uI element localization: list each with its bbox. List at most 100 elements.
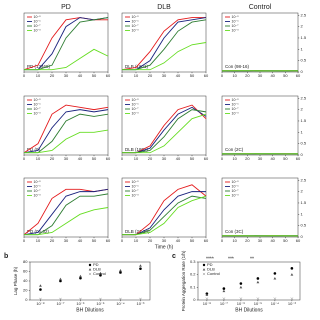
y-tick-label: 0.3: [190, 259, 196, 264]
point: [222, 297, 226, 301]
x-axis-title: Time (h): [155, 244, 174, 250]
x-tick-label: 10⁻⁵: [254, 301, 263, 306]
y-tick-label: 0.5: [301, 141, 307, 146]
x-tick-label: 10⁻⁷: [220, 301, 229, 306]
y-tick-label: 1: [301, 211, 304, 216]
y-tick-label: 2.5: [301, 12, 307, 17]
significance: ****: [206, 256, 214, 262]
legend-label: 10⁻⁵: [132, 180, 140, 184]
legend-label: 10⁻⁷: [232, 189, 240, 193]
x-tick-label: 10: [134, 73, 139, 78]
x-tick-label: 10⁻⁶: [76, 301, 85, 306]
legend-label: 10⁻⁸: [132, 111, 140, 115]
point: [139, 264, 142, 267]
x-tick-label: 50: [92, 238, 97, 243]
legend-label: 10⁻⁶: [232, 19, 240, 23]
point: [290, 267, 294, 270]
significance: **: [250, 256, 254, 262]
point: [59, 279, 62, 283]
legend-swatch: [202, 272, 206, 276]
legend-label: 10⁻⁷: [34, 24, 42, 28]
series-line: [24, 129, 109, 154]
legend-label: 10⁻⁶: [232, 102, 240, 106]
legend-label: DLB: [93, 267, 101, 272]
legend-label: 10⁻⁶: [132, 19, 140, 23]
x-tick-label: 50: [283, 73, 288, 78]
x-tick-label: 30: [258, 238, 263, 243]
x-tick-label: 20: [245, 156, 250, 161]
point: [205, 293, 209, 296]
point: [290, 297, 294, 301]
x-tick-label: 50: [283, 238, 288, 243]
y-tick-label: 80: [23, 259, 28, 264]
x-tick-label: 30: [258, 73, 263, 78]
x-tick-label: 40: [78, 156, 83, 161]
x-tick-label: 10: [134, 238, 139, 243]
panel-annotation: PD (9): [27, 147, 41, 152]
x-tick-label: 10⁻⁸: [203, 301, 212, 306]
y-tick-label: 1: [301, 46, 304, 51]
legend-label: 10⁻⁷: [34, 189, 42, 193]
y-tick-label: 2.5: [301, 177, 307, 182]
column-title: DLB: [157, 4, 171, 11]
panel-annotation: DLB (1802): [125, 147, 149, 152]
legend-swatch: [88, 272, 92, 276]
legend-label: 10⁻⁸: [132, 193, 140, 197]
legend-label: 10⁻⁵: [34, 98, 42, 102]
series-line: [24, 207, 109, 236]
legend-label: 10⁻⁷: [132, 189, 140, 193]
x-tick-label: 10⁻⁸: [36, 301, 45, 306]
legend-label: 10⁻⁵: [34, 180, 42, 184]
point: [222, 289, 226, 293]
x-tick-label: 50: [92, 73, 97, 78]
y-tick-label: 60: [23, 269, 28, 274]
x-tick-label: 20: [50, 156, 55, 161]
series-line: [121, 17, 206, 71]
x-tick-label: 60: [204, 73, 209, 78]
legend-label: 10⁻⁶: [34, 19, 42, 23]
x-tick-label: 10⁻⁵: [96, 301, 105, 306]
x-tick-label: 50: [283, 156, 288, 161]
series-line: [23, 104, 109, 154]
legend-label: 10⁻⁷: [132, 107, 140, 111]
y-tick-label: 0: [301, 69, 304, 74]
point: [99, 271, 102, 275]
legend-label: 10⁻⁵: [232, 180, 240, 184]
x-tick-label: 10⁻⁷: [56, 301, 65, 306]
x-tick-label: 0: [221, 156, 224, 161]
panel-label: c: [172, 253, 176, 260]
panel-annotation: Con (98-16): [225, 64, 250, 69]
x-tick-label: 10⁻³: [288, 301, 297, 306]
x-tick-label: 10: [232, 73, 237, 78]
x-tick-label: 40: [176, 73, 181, 78]
x-tick-label: 40: [176, 238, 181, 243]
x-tick-label: 10: [232, 238, 237, 243]
legend-label: 10⁻⁵: [232, 15, 240, 19]
legend-swatch: [202, 263, 206, 267]
point: [222, 287, 226, 290]
point: [119, 271, 122, 274]
legend-label: 10⁻⁵: [232, 98, 240, 102]
x-tick-label: 60: [296, 238, 301, 243]
x-tick-label: 0: [121, 238, 124, 243]
legend-label: 10⁻⁶: [34, 102, 42, 106]
legend-label: PD: [207, 262, 213, 267]
y-tick-label: 1.5: [301, 200, 307, 205]
y-tick-label: 0.5: [301, 58, 307, 63]
plot-frame: [197, 261, 301, 301]
panel-annotation: Con (2C): [225, 147, 244, 152]
point: [139, 267, 142, 270]
x-tick-label: 10⁻⁴: [116, 301, 125, 306]
x-tick-label: 50: [190, 156, 195, 161]
x-tick-label: 50: [190, 238, 195, 243]
x-tick-label: 30: [162, 73, 167, 78]
point: [79, 274, 82, 278]
x-tick-label: 0: [221, 73, 224, 78]
legend-label: 10⁻⁸: [232, 111, 240, 115]
point: [99, 297, 102, 301]
y-tick-label: 0: [193, 297, 196, 302]
x-tick-label: 60: [106, 73, 111, 78]
x-tick-label: 30: [64, 238, 69, 243]
x-tick-label: 30: [162, 238, 167, 243]
point: [239, 297, 243, 301]
